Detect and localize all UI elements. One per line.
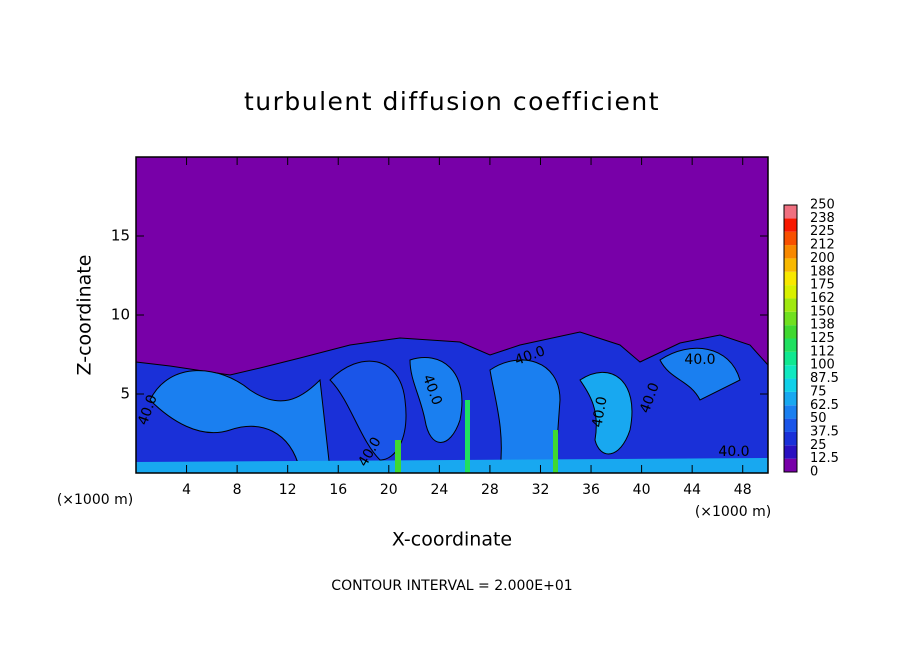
- colorbar-bin: [784, 418, 797, 432]
- colorbar-tick-label: 112: [810, 344, 835, 359]
- colorbar-bin: [784, 445, 797, 459]
- colorbar-tick-label: 25: [810, 438, 827, 453]
- x-tick-label: 28: [481, 482, 499, 498]
- colorbar-bin: [784, 458, 797, 472]
- colorbar-tick-label: 12.5: [810, 451, 839, 466]
- field-region: [659, 347, 741, 401]
- colorbar-bin: [784, 218, 797, 232]
- colorbar-tick-label: 87.5: [810, 371, 839, 386]
- field-region: [329, 360, 407, 461]
- colorbar-tick-label: 138: [810, 318, 835, 333]
- colorbar-bin: [784, 338, 797, 352]
- colorbar-bin: [784, 391, 797, 406]
- contour-label: 40.0: [589, 395, 610, 428]
- colorbar-tick-label: 250: [810, 198, 835, 213]
- colorbar-tick-label: 0: [810, 465, 818, 480]
- colorbar-tick-label: 37.5: [810, 424, 839, 439]
- x-tick-label: 36: [582, 482, 600, 498]
- x-tick-label: 20: [380, 482, 398, 498]
- y-tick-label: 15: [111, 227, 130, 245]
- colorbar-tick-label: 125: [810, 331, 835, 346]
- colorbar-bin: [784, 245, 797, 259]
- colorbar-tick-label: 50: [810, 411, 827, 426]
- x-tick-label: 4: [182, 482, 191, 498]
- x-tick-label: 32: [532, 482, 550, 498]
- x-tick-label: 40: [633, 482, 651, 498]
- colorbar-tick-label: 225: [810, 224, 835, 239]
- colorbar-bin: [784, 205, 797, 219]
- y-axis-label: Z-coordinate: [74, 255, 96, 376]
- colorbar-tick-label: 212: [810, 238, 835, 253]
- colorbar-tick-label: 238: [810, 211, 835, 226]
- colorbar-bin: [784, 258, 797, 272]
- colorbar-frame: [783, 204, 798, 473]
- field-region: [579, 371, 633, 455]
- colorbar-bin: [784, 365, 797, 379]
- colorbar-bin: [784, 231, 797, 246]
- field: [135, 156, 769, 474]
- footer-note: CONTOUR INTERVAL = 2.000E+01: [331, 578, 572, 594]
- colorbar-tick-label: 150: [810, 304, 835, 319]
- contour-label: 40.0: [684, 352, 715, 368]
- field-region: [409, 357, 463, 443]
- x-tick-label: 8: [233, 482, 242, 498]
- contour-label: 40.0: [718, 444, 749, 460]
- x-unit-label: (×1000 m): [57, 492, 133, 508]
- colorbar-tick-label: 75: [810, 384, 827, 399]
- y-tick-label: 5: [120, 385, 130, 403]
- colorbar-bin: [784, 311, 797, 326]
- colorbar-bin: [784, 325, 797, 339]
- x-axis-label: X-coordinate: [392, 529, 512, 551]
- y-tick-label: 10: [111, 306, 130, 324]
- x-tick-label: 16: [329, 482, 347, 498]
- field-streak: [395, 440, 401, 473]
- field-region: [136, 458, 768, 473]
- colorbar-tick-label: 200: [810, 251, 835, 266]
- colorbar-tick-label: 175: [810, 278, 835, 293]
- x-tick-label: 24: [430, 482, 448, 498]
- colorbar-tick-label: 62.5: [810, 398, 839, 413]
- x-tick-label: 48: [734, 482, 752, 498]
- colorbar-bin: [784, 431, 797, 446]
- field-streak: [465, 400, 470, 473]
- x-tick-label: 44: [683, 482, 701, 498]
- colorbar-bin: [784, 271, 797, 286]
- colorbar-bin: [784, 378, 797, 392]
- colorbar-bin: [784, 285, 797, 299]
- x-unit-label: (×1000 m): [695, 504, 771, 520]
- colorbar-bin: [784, 351, 797, 366]
- x-tick-label: 12: [279, 482, 297, 498]
- colorbar-tick-label: 100: [810, 358, 835, 373]
- colorbar-tick-label: 188: [810, 264, 835, 279]
- colorbar-bin: [784, 298, 797, 312]
- colorbar-bin: [784, 405, 797, 419]
- field-region: [149, 370, 331, 471]
- field-streak: [553, 430, 558, 473]
- colorbar-tick-label: 162: [810, 291, 835, 306]
- chart-title: turbulent diffusion coefficient: [244, 87, 660, 116]
